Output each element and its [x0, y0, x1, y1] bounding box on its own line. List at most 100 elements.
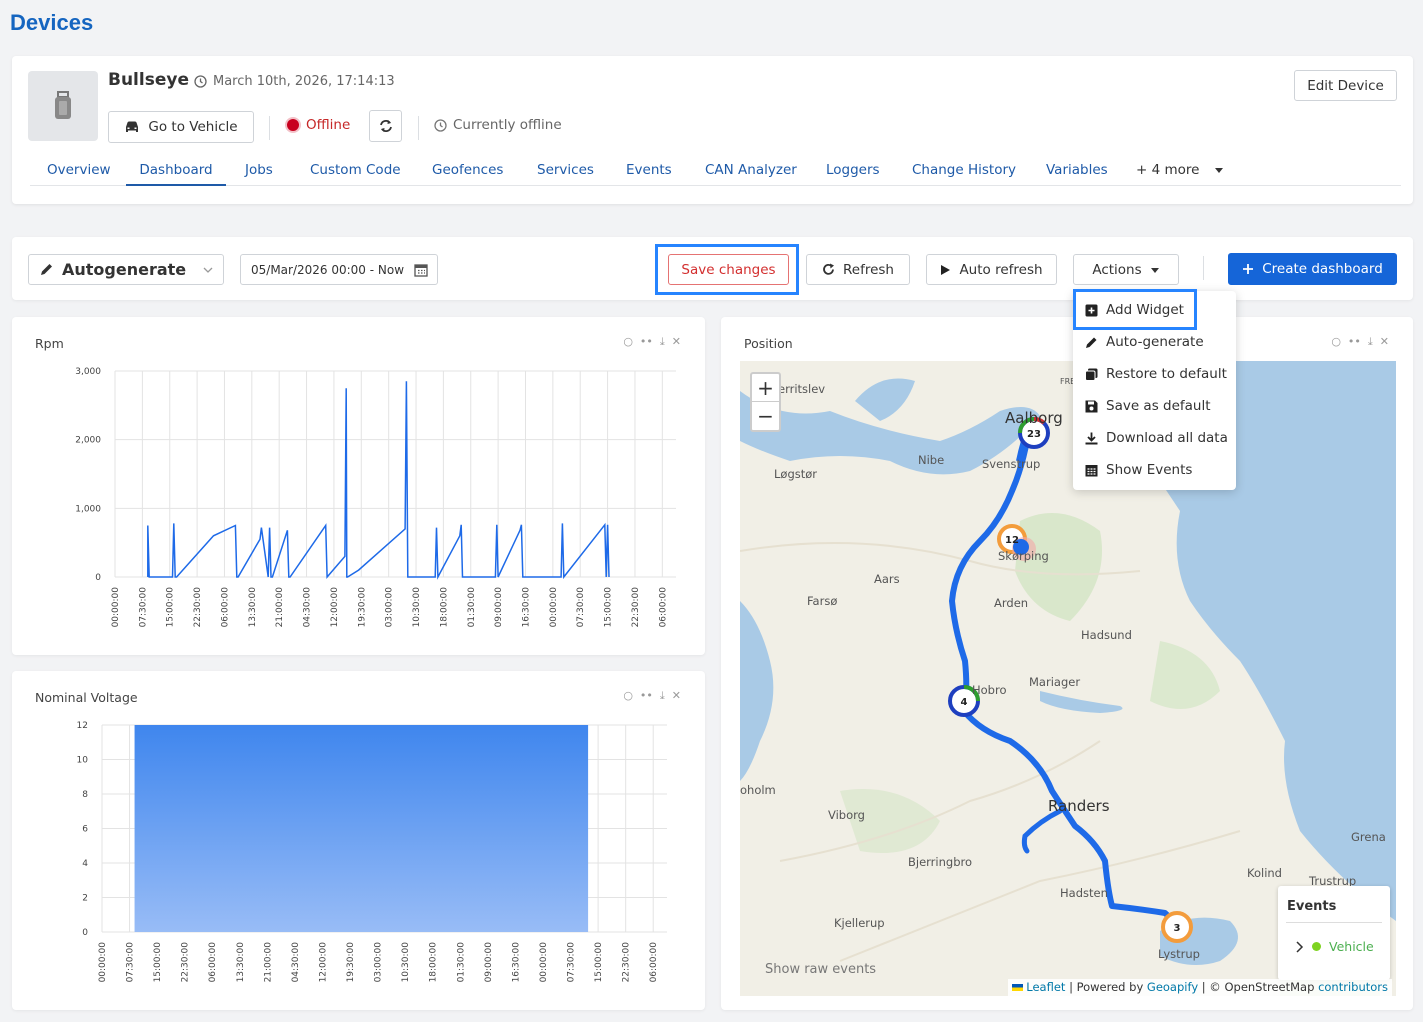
actions-dropdown-button[interactable]: Actions	[1073, 254, 1179, 285]
refresh-button[interactable]: Refresh	[806, 254, 910, 285]
device-thumbnail	[28, 71, 98, 141]
x-tick-label: 07:30:00	[576, 587, 586, 628]
show-raw-events-toggle[interactable]: Show raw events	[765, 962, 877, 977]
geoapify-link[interactable]: Geoapify	[1146, 980, 1199, 994]
map-place-label: Kolind	[1247, 866, 1282, 880]
more-icon[interactable]: ••	[639, 335, 653, 348]
zoom-out-button[interactable]: −	[757, 404, 774, 428]
x-tick-label: 19:30:00	[346, 942, 356, 983]
tab-events[interactable]: Events	[626, 162, 672, 178]
y-tick-label: 1,000	[75, 504, 101, 514]
x-tick-label: 22:30:00	[622, 942, 632, 983]
map-place-label: Hadsund	[1081, 628, 1132, 642]
refresh-icon	[823, 263, 834, 275]
x-tick-label: 21:00:00	[275, 587, 285, 628]
tab-dashboard[interactable]: Dashboard	[126, 162, 226, 186]
more-icon[interactable]: ••	[1347, 335, 1361, 348]
x-tick-label: 07:30:00	[567, 942, 577, 983]
device-tabs: Overview Dashboard Jobs Custom Code Geof…	[30, 162, 1401, 186]
x-tick-label: 07:30:00	[138, 587, 148, 628]
map-place-label: Svenstrup	[982, 457, 1041, 471]
map-city-label: Aalborg	[1005, 409, 1063, 427]
reload-status-button[interactable]	[369, 110, 402, 142]
tab-overview[interactable]: Overview	[47, 162, 111, 178]
widget-controls: ○ •• ⤓ ✕	[623, 335, 681, 349]
menu-item-save-default[interactable]: Save as default	[1085, 398, 1211, 414]
auto-refresh-label: Auto refresh	[959, 261, 1043, 278]
more-icon[interactable]: ••	[639, 689, 653, 702]
copy-icon	[1085, 368, 1098, 381]
tab-change-history[interactable]: Change History	[912, 162, 1017, 178]
download-icon[interactable]: ⤓	[659, 689, 665, 702]
create-dashboard-button[interactable]: Create dashboard	[1228, 253, 1397, 285]
menu-item-restore-default[interactable]: Restore to default	[1085, 366, 1227, 382]
x-tick-label: 13:30:00	[236, 942, 246, 983]
go-to-vehicle-button[interactable]: Go to Vehicle	[108, 111, 254, 143]
events-legend: Events Vehicle	[1278, 886, 1390, 980]
x-tick-label: 15:00:00	[166, 587, 176, 628]
download-icon[interactable]: ⤓	[1367, 335, 1373, 348]
widget-controls: ○ •• ⤓ ✕	[623, 689, 681, 703]
y-tick-label: 2	[82, 894, 88, 904]
map-place-label: Grena	[1351, 830, 1386, 844]
events-item-vehicle[interactable]: Vehicle	[1296, 939, 1374, 954]
x-tick-label: 06:00:00	[649, 942, 659, 983]
download-icon[interactable]: ⤓	[659, 335, 665, 348]
y-tick-label: 2,000	[75, 436, 101, 446]
x-tick-label: 01:30:00	[467, 587, 477, 628]
tab-services[interactable]: Services	[537, 162, 594, 178]
close-icon[interactable]: ✕	[1379, 335, 1389, 348]
contributors-link[interactable]: contributors	[1318, 980, 1388, 994]
tab-can-analyzer[interactable]: CAN Analyzer	[705, 162, 797, 178]
map-place-label: erritslev	[778, 382, 826, 396]
calendar-icon	[414, 263, 428, 277]
close-icon[interactable]: ✕	[671, 689, 681, 702]
rpm-chart: 0 1,000 2,000 3,000 00:00:00 07:30:00 15:00:00…	[75, 367, 676, 628]
download-icon	[1085, 432, 1098, 444]
x-tick-label: 00:00:00	[549, 587, 559, 628]
clock-icon	[434, 118, 447, 132]
clock-icon	[194, 75, 207, 88]
settings-icon[interactable]: ○	[1331, 335, 1341, 348]
x-tick-label: 15:00:00	[153, 942, 163, 983]
settings-icon[interactable]: ○	[623, 689, 633, 702]
tab-geofences[interactable]: Geofences	[432, 162, 504, 178]
tab-custom-code[interactable]: Custom Code	[310, 162, 401, 178]
menu-item-auto-generate[interactable]: Auto-generate	[1085, 334, 1204, 350]
dashboard-select-value: Autogenerate	[62, 260, 187, 279]
pencil-icon	[1086, 337, 1097, 348]
edit-device-button[interactable]: Edit Device	[1294, 70, 1397, 101]
usb-device-icon	[55, 91, 71, 119]
leaflet-link[interactable]: Leaflet	[1026, 980, 1066, 994]
menu-item-show-events[interactable]: Show Events	[1085, 462, 1192, 478]
settings-icon[interactable]: ○	[623, 335, 633, 348]
date-range-picker[interactable]: 05/Mar/2026 00:00 - Now	[240, 254, 438, 285]
x-tick-label: 22:30:00	[181, 942, 191, 983]
zoom-in-button[interactable]: +	[752, 374, 779, 402]
ukraine-flag-icon	[1011, 984, 1023, 991]
plus-square-icon	[1085, 304, 1098, 316]
save-changes-button[interactable]: Save changes	[668, 254, 789, 285]
close-icon[interactable]: ✕	[671, 335, 681, 348]
menu-item-add-widget[interactable]: Add Widget	[1085, 302, 1184, 318]
y-tick-label: 6	[82, 825, 88, 835]
tab-more[interactable]: + 4 more	[1136, 162, 1224, 186]
tab-loggers[interactable]: Loggers	[826, 162, 880, 178]
tab-variables[interactable]: Variables	[1046, 162, 1108, 178]
voltage-area	[134, 725, 589, 932]
device-timestamp: March 10th, 2026, 17:14:13	[194, 74, 395, 89]
menu-item-download-all[interactable]: Download all data	[1085, 430, 1228, 446]
auto-refresh-button[interactable]: Auto refresh	[926, 254, 1057, 285]
tab-jobs[interactable]: Jobs	[245, 162, 273, 178]
dashboard-select[interactable]: Autogenerate	[28, 254, 224, 285]
map-view[interactable]: 23 12 4 3 erritslev Aalborg Løgstør Nibe…	[740, 361, 1396, 996]
position-widget: Position ○ •• ⤓ ✕	[721, 317, 1413, 1010]
rpm-widget: Rpm ○ •• ⤓ ✕ 0 1,000 2,000 3,000 00:00:00 07:30:…	[12, 317, 705, 655]
x-tick-label: 00:00:00	[539, 942, 549, 983]
vehicle-dot-icon	[1312, 942, 1321, 951]
widget-title: Rpm	[35, 336, 64, 351]
divider	[1286, 922, 1382, 923]
actions-label: Actions	[1092, 261, 1142, 278]
map-place-label: FRE	[1060, 377, 1076, 386]
x-tick-label: 18:00:00	[439, 587, 449, 628]
